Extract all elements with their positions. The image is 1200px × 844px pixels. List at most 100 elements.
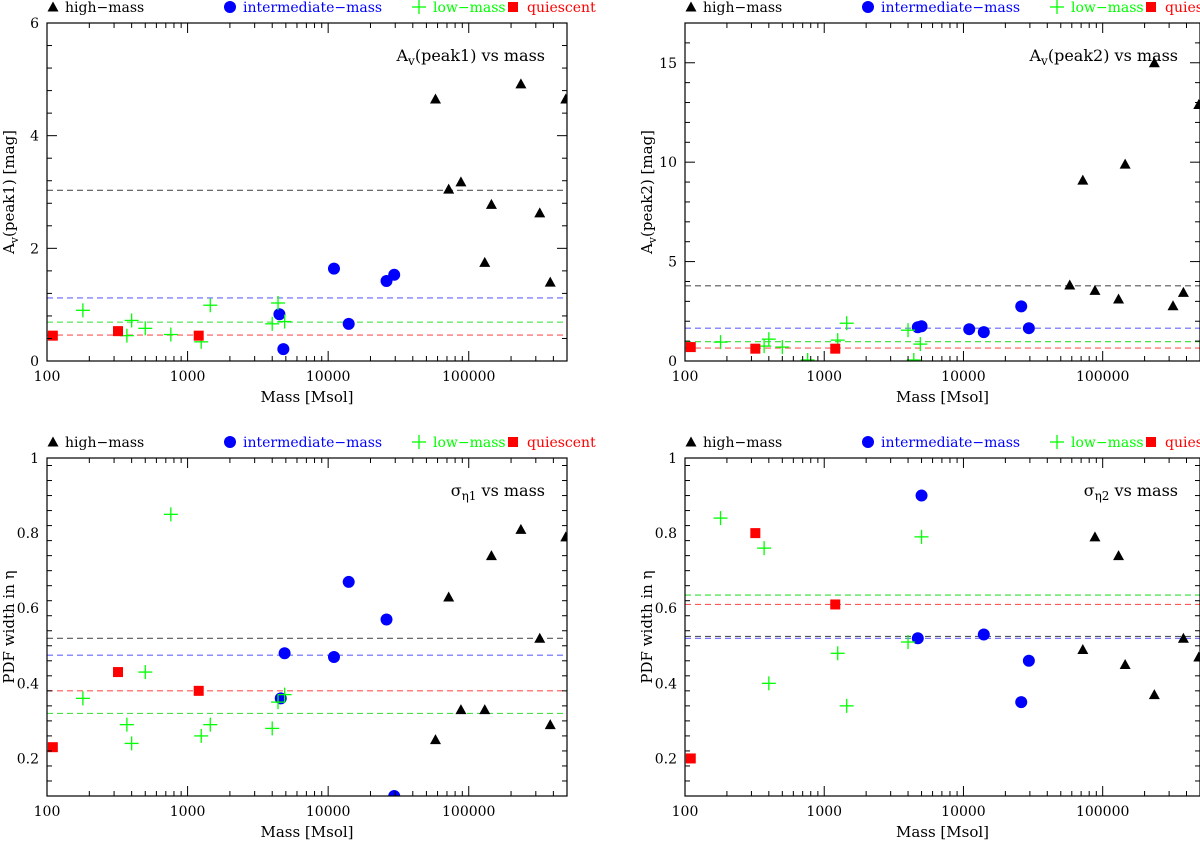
data-point-plus [839,698,854,713]
data-point-square [830,599,841,610]
x-axis-label: Mass [Msol] [896,823,989,841]
data-point-triangle [1177,632,1189,643]
data-point-square [113,326,124,337]
y-tick-label: 0.2 [655,751,677,767]
data-point-circle [388,790,401,796]
y-tick-label: 5 [668,255,677,271]
x-tick-label: 100 [672,369,699,385]
data-point-circle [911,632,924,645]
y-axis-label-main: A [638,243,656,255]
data-point-triangle [1193,99,1200,110]
legend-label: high−mass [65,435,144,451]
legend-label: low−mass [433,0,506,16]
data-point-circle [278,647,291,660]
legend: high−mass intermediate−mass low−mass quiesc… [685,0,1200,16]
x-tick-label: 100000 [1076,369,1129,385]
x-tick-label: 100000 [1076,804,1129,820]
data-point-triangle [1064,279,1076,290]
data-point-triangle [443,183,455,194]
x-axis: 100 1000 10000 100000 [672,458,1200,820]
data-point-plus [901,323,916,338]
y-axis-label-rest: (peak2) [mag] [638,130,656,237]
y-tick-label: 0.6 [17,601,39,617]
data-point-triangle [1089,531,1101,542]
data-points [685,489,1200,764]
y-axis-label-sub: v [646,236,659,244]
x-tick-label: 10000 [306,369,351,385]
data-point-triangle [534,632,546,643]
legend-marker-plus [1050,435,1064,449]
panel-3: high−mass intermediate−mass low−mass quiesc… [0,435,596,841]
legend-label: low−mass [433,435,506,451]
data-point-plus [761,332,776,347]
data-point-square [750,528,761,539]
y-axis-label: PDF width in η [0,570,18,683]
legend-label: intermediate−mass [881,435,1020,451]
x-axis-label: Mass [Msol] [260,823,353,841]
x-tick-label: 100 [34,369,61,385]
data-point-plus [138,321,153,336]
data-point-plus [75,303,90,318]
x-axis: 100 1000 10000 100000 [672,23,1200,385]
data-point-circle [915,320,928,333]
y-tick-label: 0.4 [17,676,39,692]
data-point-triangle [429,93,441,104]
data-point-plus [775,340,790,355]
reference-lines [685,594,1200,639]
legend-label: high−mass [65,0,144,16]
y-tick-label: 0.6 [655,601,677,617]
data-point-plus [901,635,916,650]
x-axis: 100 1000 10000 100000 [34,458,568,820]
data-point-plus [830,646,845,661]
y-tick-label: 15 [659,56,677,72]
data-point-circle [277,343,290,356]
legend-marker-plus [412,0,426,14]
y-axis-label-rest: (peak1) [mag] [0,130,18,237]
data-point-triangle [1089,284,1101,295]
panel-4: high−mass intermediate−mass low−mass quiesc… [638,435,1200,841]
x-tick-label: 100 [34,804,61,820]
data-point-circle [1015,696,1028,709]
y-axis-label: Av(peak2) [mag] [638,130,659,255]
data-point-triangle [479,704,491,715]
panel-title-main: A [1028,46,1041,65]
legend-marker-circle [862,1,874,13]
data-point-circle [1022,322,1035,335]
data-point-plus [906,353,921,361]
data-point-circle [342,317,355,330]
data-point-circle [915,489,928,502]
legend-marker-square [508,2,518,12]
legend-label: quiescent [1165,0,1200,16]
legend-marker-triangle [47,436,59,447]
data-point-plus [271,295,286,310]
data-point-triangle [455,704,467,715]
data-point-triangle [544,276,556,287]
data-point-square [685,342,696,353]
data-point-plus [124,313,139,328]
panel-title-main: σ [451,481,462,500]
legend-label: high−mass [703,435,782,451]
data-point-triangle [1167,300,1179,311]
data-point-square [685,753,696,764]
data-point-triangle [455,176,467,187]
data-point-circle [342,575,355,588]
data-point-plus [761,676,776,691]
y-axis-label: PDF width in η [638,570,656,683]
data-point-plus [265,316,280,331]
x-tick-label: 10000 [306,804,351,820]
panel-title-rest: vs mass [1109,481,1178,500]
data-point-plus [277,314,292,329]
data-point-circle [1015,300,1028,313]
x-tick-label: 10000 [941,804,986,820]
x-axis: 100 1000 10000 100000 [34,23,568,385]
data-point-square [47,330,58,341]
panel-title-sub: v [407,54,415,68]
data-point-circle [380,613,393,626]
data-point-plus [757,541,772,556]
data-point-square [47,742,58,753]
x-tick-label: 10000 [941,369,986,385]
data-point-plus [75,691,90,706]
y-tick-label: 1 [668,451,677,467]
data-point-plus [203,298,218,313]
panel-title-sub: η2 [1095,489,1110,503]
